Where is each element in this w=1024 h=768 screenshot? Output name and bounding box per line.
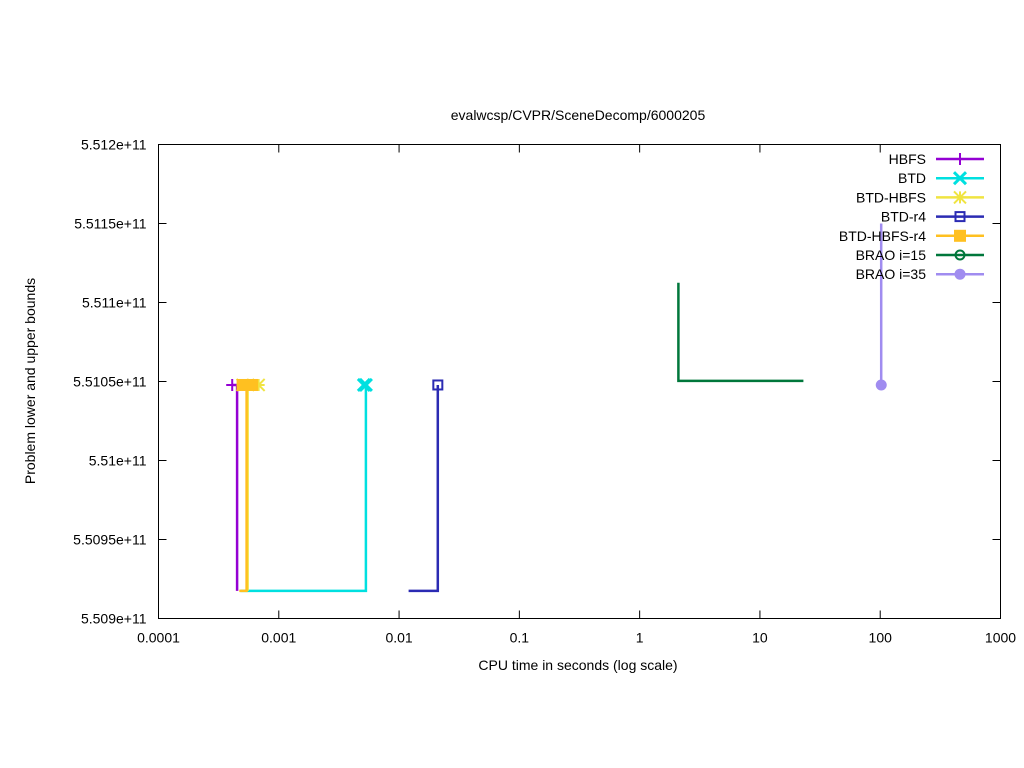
legend-label: BTD [898, 170, 926, 186]
series-2-point [251, 378, 266, 392]
x-tick-label: 10 [752, 630, 768, 646]
legend-label: BTD-r4 [881, 209, 926, 225]
series-6 [875, 223, 887, 391]
legend-label: HBFS [889, 151, 926, 167]
series-6-point [875, 379, 887, 391]
x-tick-label: 0.1 [510, 630, 530, 646]
x-tick-label: 1 [636, 630, 644, 646]
plot-frame [158, 144, 1001, 619]
series-1-lower-bound-line [240, 385, 368, 593]
y-tick-label: 5.5095e+11 [73, 532, 147, 548]
y-axis-label: Problem lower and upper bounds [22, 278, 38, 484]
plot-series [226, 223, 887, 593]
legend-swatch-marker [954, 229, 966, 242]
legend-swatch-marker [954, 249, 966, 261]
x-tick-label: 0.01 [385, 630, 412, 646]
x-axis-label: CPU time in seconds (log scale) [478, 657, 677, 673]
legend-label: BRAO i=35 [856, 266, 927, 282]
series-2 [235, 378, 266, 591]
legend-entry: BTD-r4 [881, 209, 984, 225]
legend-entry: BTD-HBFS [856, 189, 984, 205]
series-4 [236, 378, 259, 593]
legend-entry: HBFS [889, 151, 984, 167]
legend-entry: BRAO i=35 [856, 266, 984, 282]
series-4-lower-bound-line [239, 385, 248, 593]
y-tick-label: 5.5105e+11 [73, 374, 147, 390]
legend-entry: BRAO i=15 [856, 247, 984, 263]
legend-entry: BTD [898, 170, 984, 186]
series-3-point [432, 379, 444, 391]
x-tick-label: 0.0001 [137, 630, 180, 646]
legend-label: BTD-HBFS-r4 [839, 228, 926, 244]
axis-ticks: 0.0001 0.001 0.01 0.1 1 10 100 1000 5.509e+11 5.5… [73, 137, 1016, 646]
x-tick-label: 0.001 [261, 630, 296, 646]
legend-swatch-marker [954, 211, 966, 223]
legend-entry: BTD-HBFS-r4 [839, 228, 984, 244]
chart-title: evalwcsp/CVPR/SceneDecomp/6000205 [451, 107, 706, 123]
legend-swatch-marker [952, 171, 968, 186]
series-0 [226, 378, 246, 591]
y-tick-label: 5.509e+11 [81, 611, 147, 627]
y-tick-label: 5.5115e+11 [74, 216, 146, 232]
series-4-point [236, 378, 249, 391]
series-3-lower-bound-line [408, 385, 440, 593]
series-1-point [358, 377, 373, 393]
legend: HBFS BTD BTD-HBFS BTD-r4 BTD-HBFS-r4 BRAO i=1… [839, 151, 984, 282]
series-3 [408, 379, 444, 593]
series-5-upper-bound-line [677, 282, 804, 383]
legend-swatch-marker [954, 268, 966, 280]
series-4-point [246, 378, 259, 391]
y-tick-label: 5.51e+11 [89, 453, 147, 469]
y-tick-label: 5.511e+11 [82, 295, 147, 311]
legend-label: BRAO i=15 [856, 247, 927, 263]
series-1 [240, 377, 373, 593]
legend-swatch-marker [953, 190, 967, 205]
x-tick-label: 100 [869, 630, 893, 646]
legend-swatch-marker [954, 153, 966, 165]
x-tick-label: 1000 [985, 630, 1016, 646]
y-tick-label: 5.512e+11 [81, 137, 147, 153]
legend-label: BTD-HBFS [856, 189, 926, 205]
series-5 [677, 282, 804, 383]
